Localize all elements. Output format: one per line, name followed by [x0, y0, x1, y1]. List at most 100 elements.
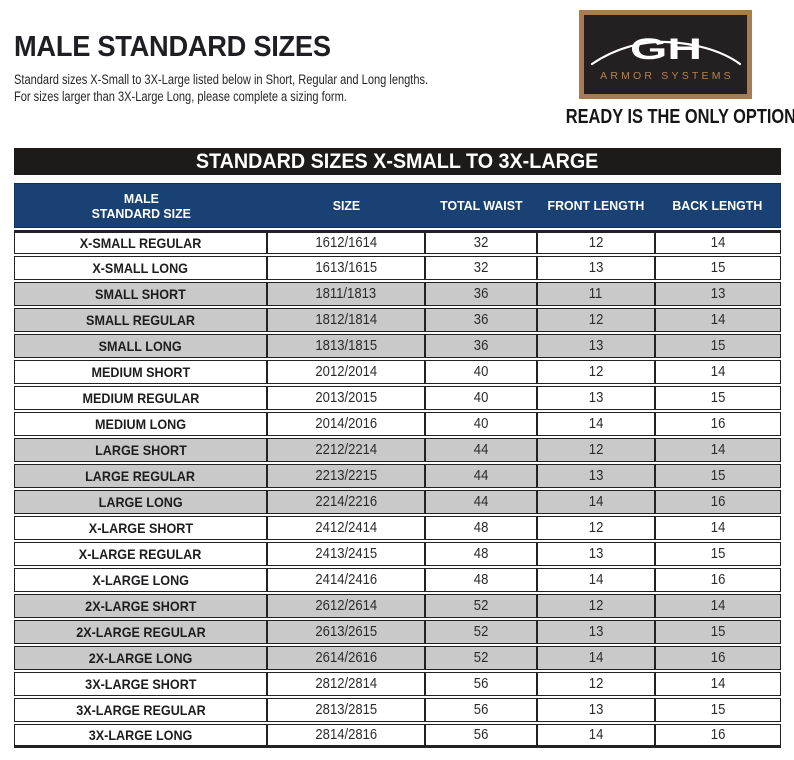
- cell-back-length: 15: [654, 621, 780, 643]
- logo-black-field: [584, 15, 747, 94]
- cell-back-length: 14: [654, 233, 780, 253]
- table-row: X-LARGE SHORT 2412/2414 48 12 14: [14, 516, 781, 540]
- cell-back-length: 15: [654, 335, 780, 357]
- subtitle-line-1: Standard sizes X-Small to 3X-Large liste…: [14, 72, 429, 87]
- cell-back-length: 15: [654, 387, 780, 409]
- cell-back-length: 16: [654, 491, 780, 513]
- table-row: X-LARGE REGULAR 2413/2415 48 13 15: [14, 542, 781, 566]
- cell-front-length: 13: [536, 335, 654, 357]
- cell-front-length: 12: [536, 673, 654, 695]
- cell-front-length: 12: [536, 439, 654, 461]
- cell-total-waist: 44: [424, 439, 536, 461]
- table-row: X-SMALL REGULAR 1612/1614 32 12 14: [14, 230, 781, 254]
- banner-title: STANDARD SIZES X-SMALL TO 3X-LARGE: [196, 149, 599, 173]
- banner-title-bar: STANDARD SIZES X-SMALL TO 3X-LARGE: [14, 148, 781, 175]
- column-header-total-waist: TOTAL WAIST: [439, 198, 523, 213]
- swoosh-icon: [590, 40, 742, 66]
- table-row: LARGE LONG 2214/2216 44 14 16: [14, 490, 781, 514]
- column-header-front-length: FRONT LENGTH: [547, 198, 645, 213]
- cell-front-length: 12: [536, 595, 654, 617]
- column-header-back-length: BACK LENGTH: [672, 198, 763, 213]
- cell-back-length: 14: [654, 595, 780, 617]
- cell-size-code: 2213/2215: [266, 465, 424, 487]
- table-row: 2X-LARGE SHORT 2612/2614 52 12 14: [14, 594, 781, 618]
- cell-standard-size: SMALL SHORT: [95, 286, 186, 302]
- cell-front-length: 13: [536, 621, 654, 643]
- subtitle-line-2: For sizes larger than 3X-Large Long, ple…: [14, 89, 347, 104]
- cell-total-waist: 56: [424, 699, 536, 721]
- cell-front-length: 12: [536, 233, 654, 253]
- cell-size-code: 2614/2616: [266, 647, 424, 669]
- cell-front-length: 14: [536, 491, 654, 513]
- cell-front-length: 14: [536, 647, 654, 669]
- cell-back-length: 16: [654, 569, 780, 591]
- cell-total-waist: 48: [424, 569, 536, 591]
- cell-total-waist: 36: [424, 335, 536, 357]
- cell-size-code: 1812/1814: [266, 309, 424, 331]
- cell-total-waist: 48: [424, 543, 536, 565]
- cell-total-waist: 40: [424, 387, 536, 409]
- cell-standard-size: 3X-LARGE SHORT: [84, 676, 197, 692]
- cell-standard-size: MEDIUM REGULAR: [82, 390, 199, 406]
- logo-tagline: READY IS THE ONLY OPTION.: [565, 106, 794, 128]
- gh-armor-logo-graphic: GH ARMOR SYSTEMS: [579, 10, 752, 99]
- cell-size-code: 1813/1815: [266, 335, 424, 357]
- cell-back-length: 16: [654, 647, 780, 669]
- cell-size-code: 2814/2816: [266, 725, 424, 745]
- table-row: SMALL REGULAR 1812/1814 36 12 14: [14, 308, 781, 332]
- cell-standard-size: X-LARGE SHORT: [88, 520, 193, 536]
- cell-front-length: 13: [536, 543, 654, 565]
- cell-standard-size: MEDIUM SHORT: [91, 364, 190, 380]
- page-subtitle: Standard sizes X-Small to 3X-Large liste…: [14, 71, 428, 105]
- table-row: MEDIUM REGULAR 2013/2015 40 13 15: [14, 386, 781, 410]
- cell-back-length: 15: [654, 257, 780, 279]
- cell-size-code: 2212/2214: [266, 439, 424, 461]
- cell-standard-size: X-LARGE LONG: [92, 572, 189, 588]
- cell-standard-size: 2X-LARGE LONG: [88, 650, 193, 666]
- cell-front-length: 14: [536, 413, 654, 435]
- cell-size-code: 2013/2015: [266, 387, 424, 409]
- cell-back-length: 14: [654, 673, 780, 695]
- cell-back-length: 15: [654, 465, 780, 487]
- cell-standard-size: SMALL REGULAR: [86, 312, 195, 328]
- cell-standard-size: LARGE REGULAR: [85, 468, 196, 484]
- cell-size-code: 2813/2815: [266, 699, 424, 721]
- cell-standard-size: X-SMALL REGULAR: [79, 235, 202, 251]
- column-header-size: SIZE: [332, 198, 360, 213]
- cell-total-waist: 56: [424, 725, 536, 745]
- cell-total-waist: 40: [424, 361, 536, 383]
- table-row: SMALL SHORT 1811/1813 36 11 13: [14, 282, 781, 306]
- cell-front-length: 14: [536, 725, 654, 745]
- cell-standard-size: LARGE LONG: [98, 494, 183, 510]
- cell-front-length: 13: [536, 465, 654, 487]
- cell-front-length: 12: [536, 361, 654, 383]
- cell-front-length: 13: [536, 257, 654, 279]
- table-body: X-SMALL REGULAR 1612/1614 32 12 14 X-SMA…: [14, 230, 781, 750]
- table-header: MALE STANDARD SIZE SIZE TOTAL WAIST FRON…: [14, 183, 781, 228]
- gh-monogram: GH: [630, 33, 702, 66]
- table-row: 2X-LARGE LONG 2614/2616 52 14 16: [14, 646, 781, 670]
- table-row: X-SMALL LONG 1613/1615 32 13 15: [14, 256, 781, 280]
- table-row: SMALL LONG 1813/1815 36 13 15: [14, 334, 781, 358]
- cell-standard-size: 3X-LARGE LONG: [88, 727, 193, 743]
- cell-front-length: 11: [536, 283, 654, 305]
- cell-size-code: 2412/2414: [266, 517, 424, 539]
- cell-total-waist: 40: [424, 413, 536, 435]
- cell-total-waist: 32: [424, 233, 536, 253]
- cell-size-code: 1613/1615: [266, 257, 424, 279]
- cell-standard-size: X-LARGE REGULAR: [79, 546, 202, 562]
- cell-standard-size: 2X-LARGE REGULAR: [75, 624, 206, 640]
- cell-front-length: 13: [536, 387, 654, 409]
- cell-size-code: 2613/2615: [266, 621, 424, 643]
- table-row: 2X-LARGE REGULAR 2613/2615 52 13 15: [14, 620, 781, 644]
- cell-size-code: 1612/1614: [266, 233, 424, 253]
- cell-size-code: 2214/2216: [266, 491, 424, 513]
- cell-total-waist: 48: [424, 517, 536, 539]
- cell-size-code: 2413/2415: [266, 543, 424, 565]
- cell-standard-size: 3X-LARGE REGULAR: [75, 702, 206, 718]
- cell-back-length: 14: [654, 361, 780, 383]
- cell-front-length: 12: [536, 309, 654, 331]
- cell-standard-size: LARGE SHORT: [94, 442, 187, 458]
- cell-size-code: 2812/2814: [266, 673, 424, 695]
